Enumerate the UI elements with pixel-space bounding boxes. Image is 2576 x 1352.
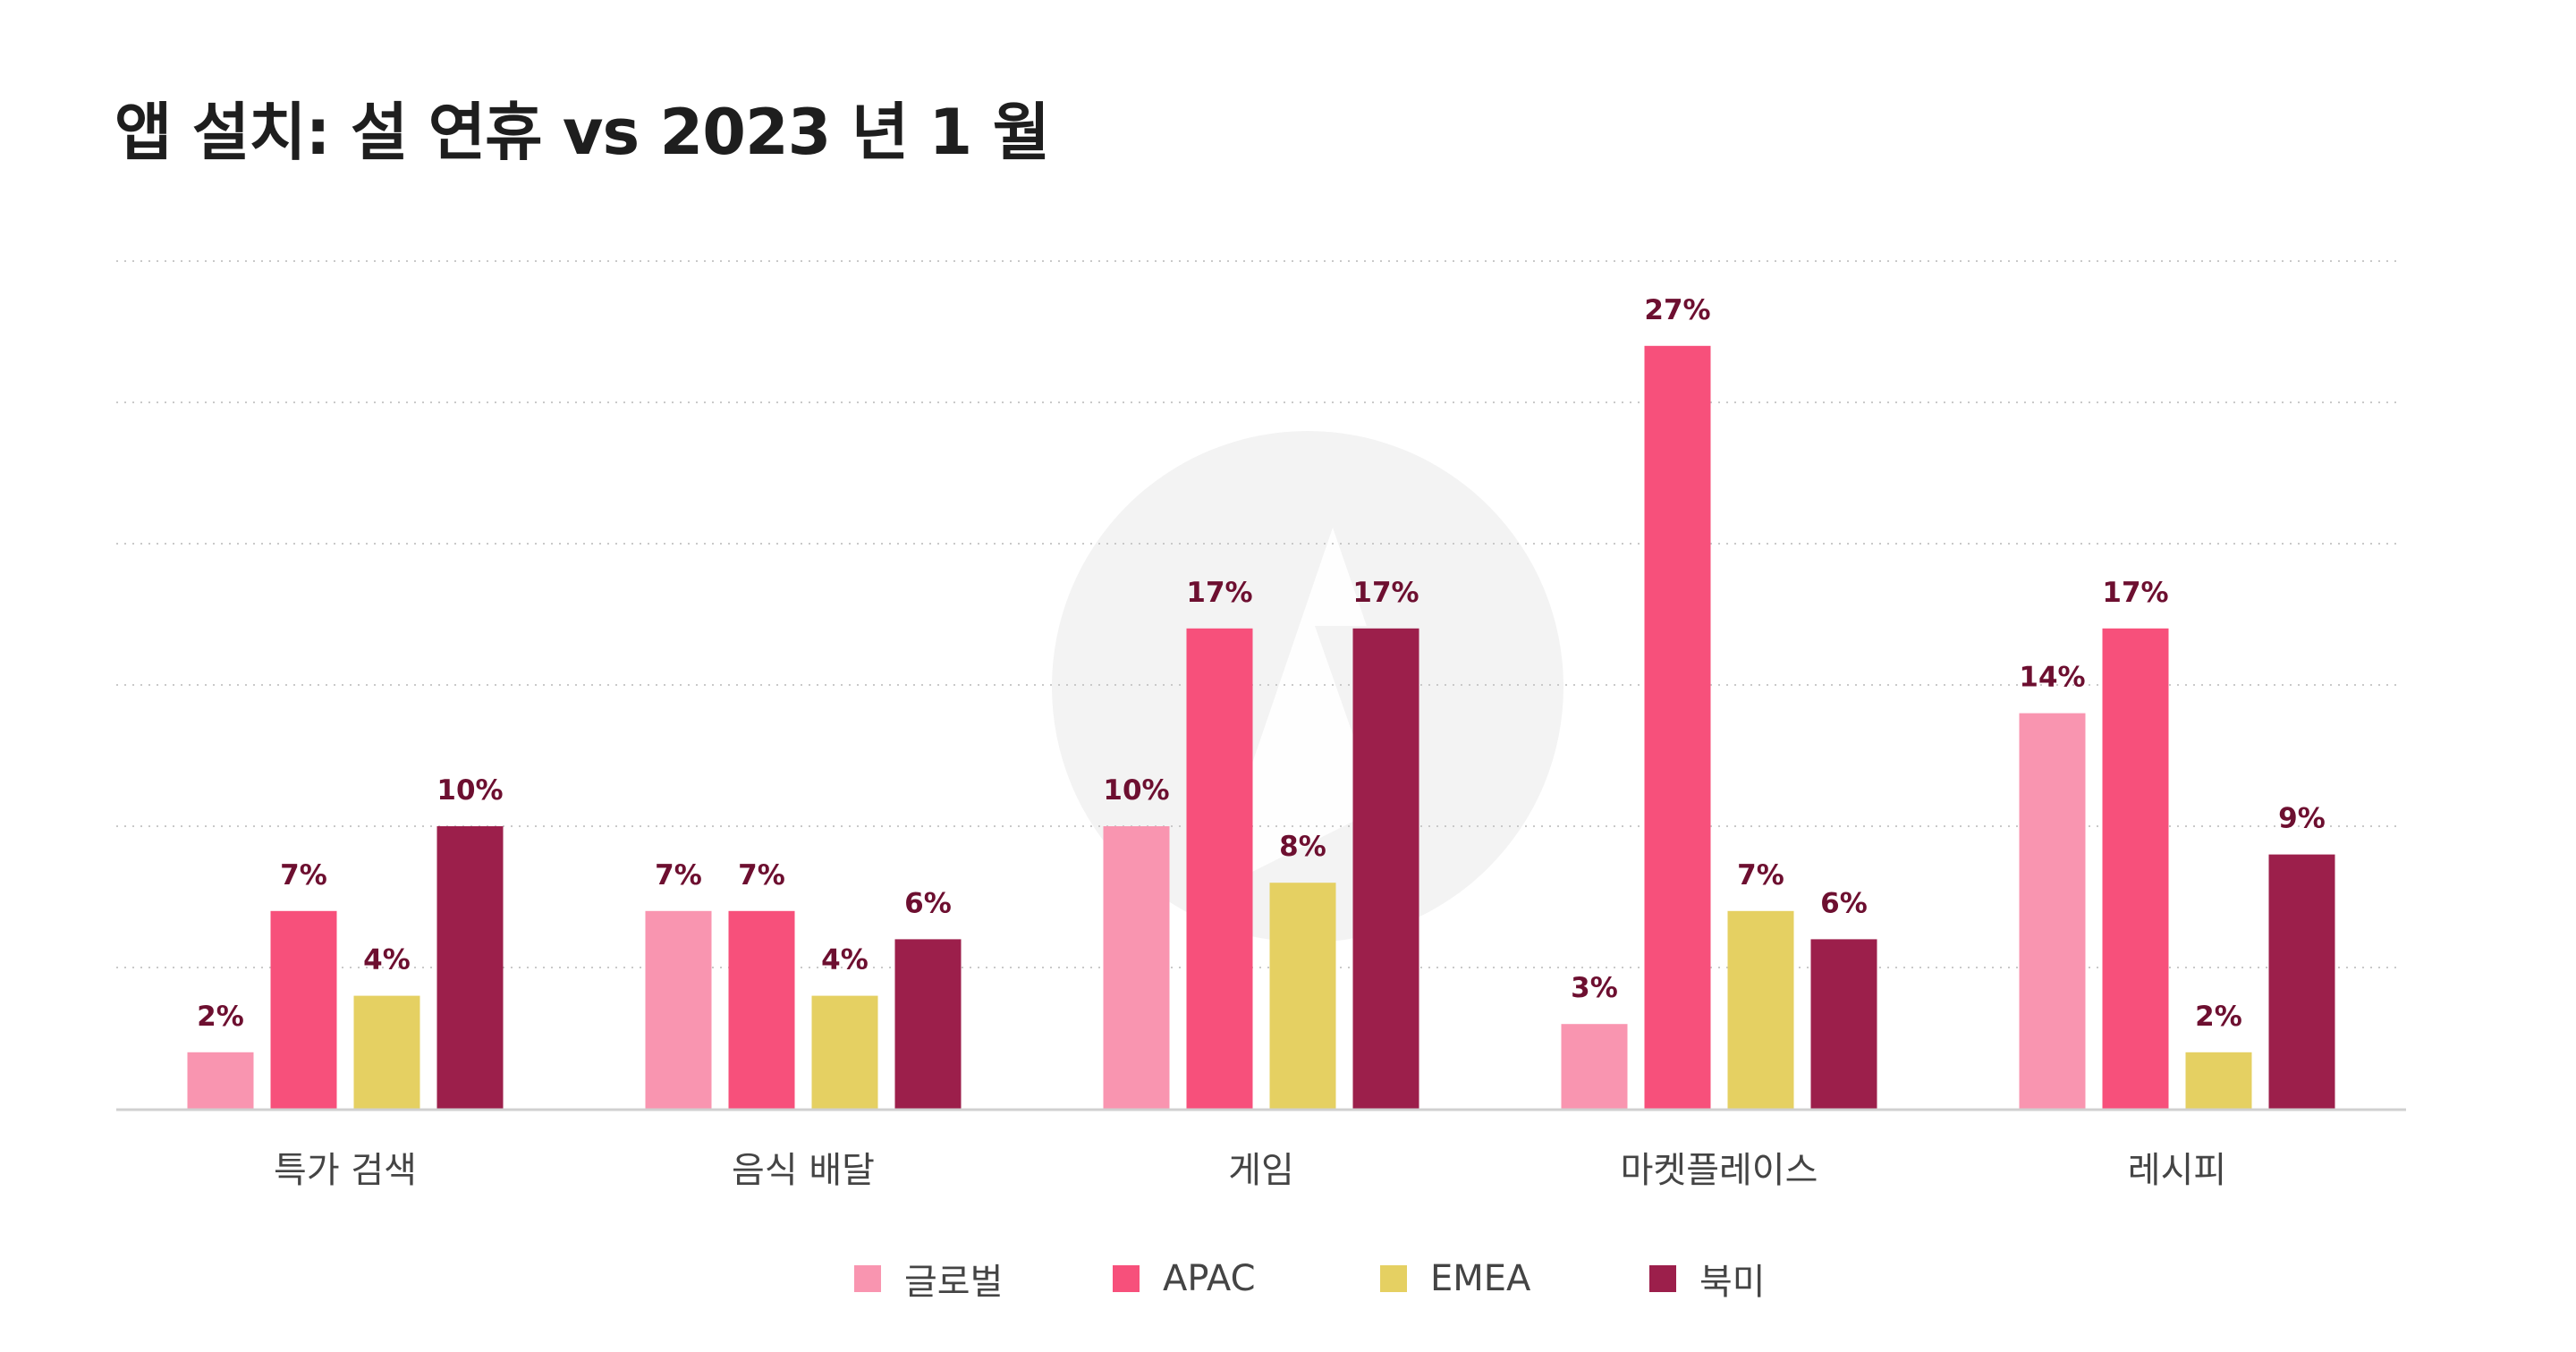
bar-3-3: [1269, 883, 1336, 1109]
value-label: 6%: [1820, 887, 1868, 919]
bar-2-4: [1644, 345, 1711, 1109]
bar-4-2: [894, 939, 962, 1109]
bars: [187, 345, 2335, 1109]
bar-1-2: [645, 910, 712, 1109]
x-tick-label: 게임: [1228, 1150, 1294, 1191]
value-label: 2%: [197, 1001, 244, 1033]
bar-4-5: [2268, 854, 2335, 1109]
value-label: 14%: [2019, 662, 2085, 694]
value-label: 3%: [1571, 972, 1618, 1004]
bar-4-1: [436, 826, 504, 1109]
legend-label: 글로벌: [904, 1262, 1004, 1303]
value-labels: 2% 7% 4% 10% 7% 7% 4% 6% 10% 17% 8% 17% 3% 27% 7% 6% 14%…: [197, 294, 2326, 1033]
bar-2-5: [2102, 628, 2169, 1109]
bar-3-4: [1727, 910, 1794, 1109]
legend-label: 북미: [1699, 1262, 1766, 1303]
bar-3-2: [811, 995, 878, 1109]
value-label: 10%: [436, 774, 503, 807]
legend-item: 글로벌: [854, 1247, 1003, 1310]
bar-1-5: [2019, 713, 2086, 1109]
bar-2-3: [1186, 628, 1253, 1109]
value-label: 7%: [655, 859, 702, 891]
value-label: 2%: [2195, 1001, 2242, 1033]
legend-item: 북미: [1649, 1247, 1766, 1310]
value-label: 8%: [1279, 831, 1326, 863]
bar-1-1: [187, 1052, 254, 1109]
x-tick-label: 레시피: [2128, 1150, 2226, 1191]
x-axis: 특가 검색 음식 배달 게임 마켓플레이스 레시피: [116, 1108, 2406, 1191]
legend-swatch: [1380, 1265, 1407, 1292]
legend-swatch: [1113, 1265, 1140, 1292]
x-tick-label: 음식 배달: [732, 1150, 875, 1191]
value-label: 7%: [280, 859, 327, 891]
bar-2-2: [728, 910, 795, 1109]
legend-label: APAC: [1163, 1258, 1256, 1299]
legend-item: APAC: [1113, 1247, 1256, 1310]
value-label: 10%: [1103, 774, 1169, 807]
value-label: 17%: [2102, 577, 2168, 609]
value-label: 4%: [363, 944, 411, 976]
bar-2-1: [270, 910, 337, 1109]
value-label: 7%: [1737, 859, 1784, 891]
legend-swatch: [1649, 1265, 1676, 1292]
bar-3-1: [353, 995, 420, 1109]
bar-3-5: [2185, 1052, 2252, 1109]
legend: 글로벌 APAC EMEA 북미: [0, 1247, 2576, 1310]
value-label: 27%: [1644, 294, 1710, 326]
value-label: 17%: [1352, 577, 1419, 609]
legend-swatch: [854, 1265, 881, 1292]
value-label: 17%: [1186, 577, 1252, 609]
legend-item: EMEA: [1380, 1247, 1530, 1310]
value-label: 4%: [821, 944, 869, 976]
bar-4-4: [1810, 939, 1877, 1109]
legend-label: EMEA: [1430, 1258, 1531, 1299]
value-label: 9%: [2278, 803, 2326, 835]
bar-4-3: [1352, 628, 1419, 1109]
x-tick-label: 특가 검색: [274, 1150, 417, 1191]
bar-1-4: [1561, 1024, 1628, 1109]
value-label: 6%: [904, 887, 952, 919]
bar-1-3: [1103, 826, 1170, 1109]
x-tick-label: 마켓플레이스: [1621, 1150, 1818, 1191]
value-label: 7%: [738, 859, 785, 891]
chart-title: 앱 설치: 설 연휴 vs 2023 년 1 월: [114, 96, 1050, 169]
